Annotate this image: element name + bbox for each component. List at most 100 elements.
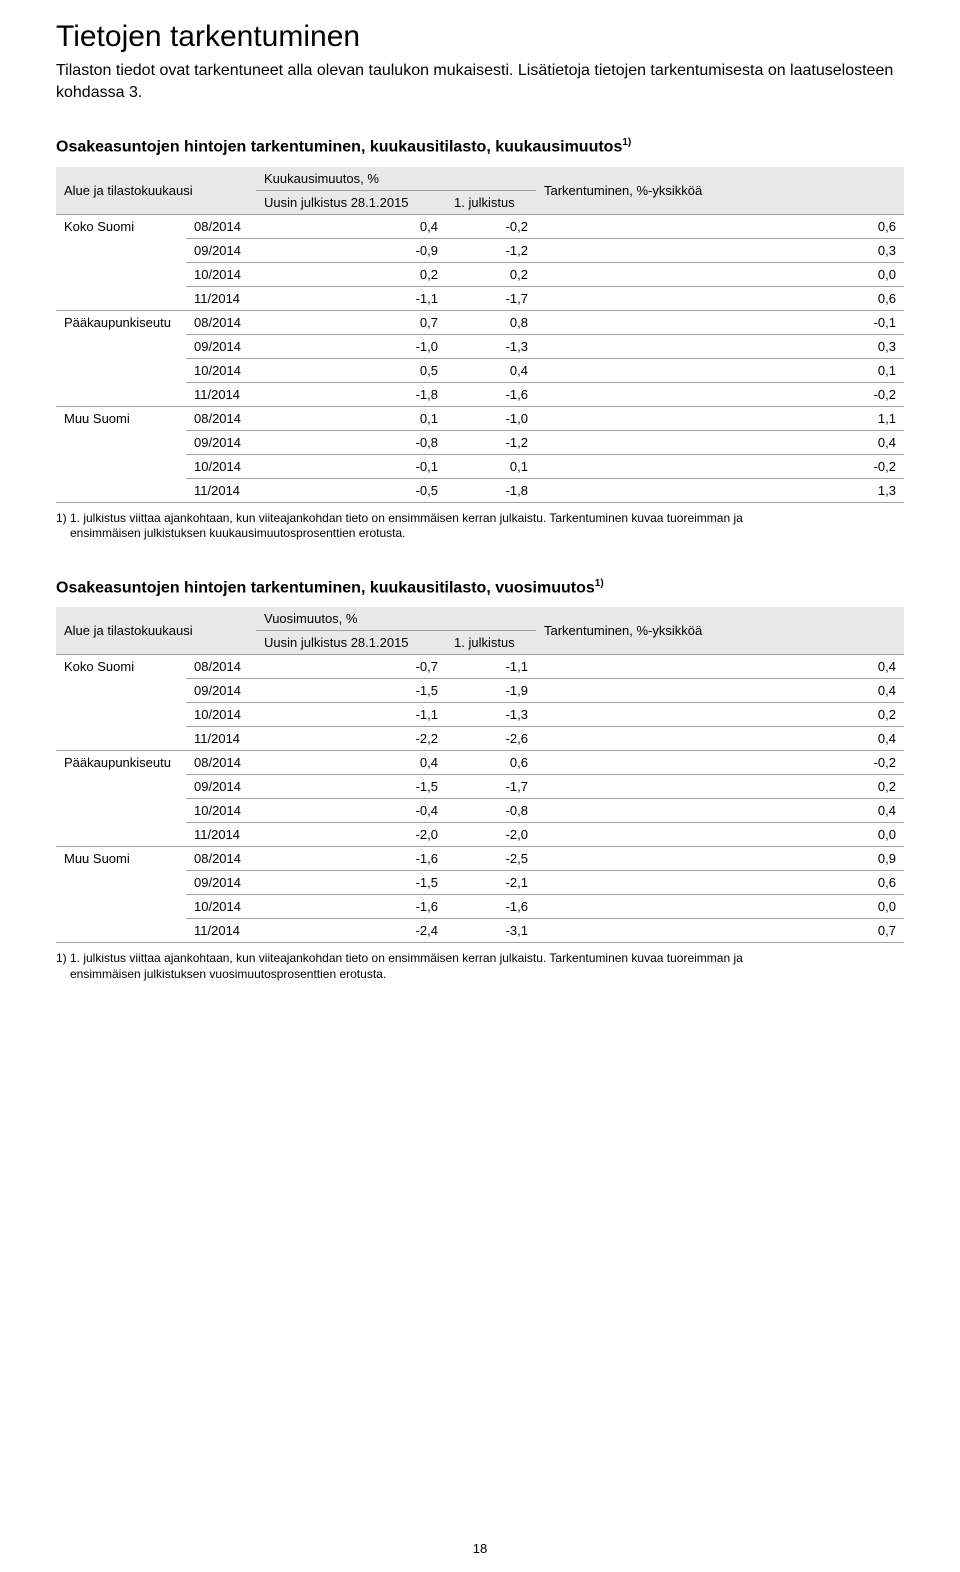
table1-month-cell: 08/2014 (186, 214, 256, 238)
table1-col-region: Alue ja tilastokuukausi (56, 167, 256, 215)
table1-value-cell: -0,8 (256, 430, 446, 454)
table1-title: Osakeasuntojen hintojen tarkentuminen, k… (56, 137, 904, 156)
table2-value-cell: -0,2 (536, 751, 904, 775)
table2-value-cell: -2,1 (446, 871, 536, 895)
table1-value-cell: 1,1 (536, 406, 904, 430)
table2-value-cell: 0,7 (536, 919, 904, 943)
table1-footnote-line1: 1) 1. julkistus viittaa ajankohtaan, kun… (56, 511, 743, 525)
table2-month-cell: 10/2014 (186, 799, 256, 823)
table2-sup: 1) (595, 578, 604, 589)
table1-month-cell: 10/2014 (186, 454, 256, 478)
table2-value-cell: -2,5 (446, 847, 536, 871)
table1-month-cell: 09/2014 (186, 430, 256, 454)
table1-value-cell: 0,6 (536, 214, 904, 238)
table1-month-cell: 10/2014 (186, 358, 256, 382)
table2-month-cell: 10/2014 (186, 703, 256, 727)
table-row: Muu Suomi08/20140,1-1,01,1 (56, 406, 904, 430)
table1-month-cell: 11/2014 (186, 382, 256, 406)
table1-value-cell: 0,4 (256, 214, 446, 238)
table1-footnote-line2: ensimmäisen julkistuksen kuukausimuutosp… (56, 526, 904, 542)
table1-value-cell: -1,0 (256, 334, 446, 358)
table2-value-cell: -2,0 (446, 823, 536, 847)
table1-title-text: Osakeasuntojen hintojen tarkentuminen, k… (56, 139, 622, 156)
table2-value-cell: -2,2 (256, 727, 446, 751)
table2-value-cell: -0,8 (446, 799, 536, 823)
table2-value-cell: -1,6 (256, 895, 446, 919)
table1-value-cell: 0,1 (256, 406, 446, 430)
table1-month-cell: 08/2014 (186, 406, 256, 430)
table2-region-cell: Koko Suomi (56, 655, 186, 751)
table2-title: Osakeasuntojen hintojen tarkentuminen, k… (56, 578, 904, 597)
table2-value-cell: 0,9 (536, 847, 904, 871)
table2-month-cell: 11/2014 (186, 919, 256, 943)
table2-value-cell: 0,2 (536, 775, 904, 799)
table2-col-mid: Vuosimuutos, % (256, 607, 536, 631)
table2-footnote: 1) 1. julkistus viittaa ajankohtaan, kun… (56, 951, 904, 982)
table1-month-cell: 08/2014 (186, 310, 256, 334)
table2-value-cell: -1,5 (256, 871, 446, 895)
table1-value-cell: 0,4 (446, 358, 536, 382)
table1-col-latest: Uusin julkistus 28.1.2015 (256, 190, 446, 214)
table1-col-mid: Kuukausimuutos, % (256, 167, 536, 191)
table2-title-text: Osakeasuntojen hintojen tarkentuminen, k… (56, 579, 595, 596)
table1-value-cell: -1,2 (446, 430, 536, 454)
table2-month-cell: 09/2014 (186, 775, 256, 799)
table2-value-cell: 0,4 (536, 679, 904, 703)
table1-value-cell: 0,3 (536, 238, 904, 262)
table2-value-cell: -1,5 (256, 679, 446, 703)
table2-value-cell: -1,7 (446, 775, 536, 799)
table1-value-cell: 0,1 (536, 358, 904, 382)
table1-value-cell: -0,1 (536, 310, 904, 334)
table1-value-cell: 0,2 (446, 262, 536, 286)
table2-col-change: Tarkentuminen, %-yksikköä (536, 607, 904, 655)
table1: Alue ja tilastokuukausi Kuukausimuutos, … (56, 167, 904, 503)
table1-month-cell: 09/2014 (186, 238, 256, 262)
table2-value-cell: -1,5 (256, 775, 446, 799)
table2-value-cell: -2,4 (256, 919, 446, 943)
table1-value-cell: -0,2 (536, 382, 904, 406)
table1-value-cell: 0,1 (446, 454, 536, 478)
table2-month-cell: 09/2014 (186, 871, 256, 895)
table1-value-cell: 0,3 (536, 334, 904, 358)
table2-value-cell: -1,6 (256, 847, 446, 871)
table1-value-cell: 0,0 (536, 262, 904, 286)
table1-footnote: 1) 1. julkistus viittaa ajankohtaan, kun… (56, 511, 904, 542)
table2-col-first: 1. julkistus (446, 631, 536, 655)
table2-value-cell: 0,4 (536, 655, 904, 679)
table1-month-cell: 10/2014 (186, 262, 256, 286)
table2-value-cell: -3,1 (446, 919, 536, 943)
table2-value-cell: 0,0 (536, 895, 904, 919)
table1-value-cell: 0,6 (536, 286, 904, 310)
table1-region-cell: Koko Suomi (56, 214, 186, 310)
table1-month-cell: 11/2014 (186, 286, 256, 310)
table2-value-cell: -0,7 (256, 655, 446, 679)
table1-month-cell: 11/2014 (186, 478, 256, 502)
table2-col-region: Alue ja tilastokuukausi (56, 607, 256, 655)
table1-value-cell: -0,2 (446, 214, 536, 238)
table-row: Muu Suomi08/2014-1,6-2,50,9 (56, 847, 904, 871)
table2-col-latest: Uusin julkistus 28.1.2015 (256, 631, 446, 655)
table-row: Pääkaupunkiseutu08/20140,40,6-0,2 (56, 751, 904, 775)
table1-sup: 1) (622, 137, 631, 148)
table1-value-cell: -1,1 (256, 286, 446, 310)
table1-value-cell: -1,8 (256, 382, 446, 406)
table2-value-cell: 0,2 (536, 703, 904, 727)
table2-month-cell: 08/2014 (186, 751, 256, 775)
table1-value-cell: 1,3 (536, 478, 904, 502)
table2-month-cell: 09/2014 (186, 679, 256, 703)
table1-region-cell: Muu Suomi (56, 406, 186, 502)
table1-value-cell: 0,5 (256, 358, 446, 382)
table2-value-cell: 0,6 (446, 751, 536, 775)
table1-value-cell: 0,4 (536, 430, 904, 454)
table1-value-cell: -0,5 (256, 478, 446, 502)
table1-value-cell: -0,9 (256, 238, 446, 262)
table1-value-cell: -0,2 (536, 454, 904, 478)
table-row: Pääkaupunkiseutu08/20140,70,8-0,1 (56, 310, 904, 334)
table2-value-cell: 0,0 (536, 823, 904, 847)
table1-value-cell: -1,7 (446, 286, 536, 310)
table2-value-cell: -1,1 (256, 703, 446, 727)
table1-col-first: 1. julkistus (446, 190, 536, 214)
table2-month-cell: 11/2014 (186, 823, 256, 847)
intro-paragraph: Tilaston tiedot ovat tarkentuneet alla o… (56, 60, 904, 103)
table2-value-cell: -0,4 (256, 799, 446, 823)
